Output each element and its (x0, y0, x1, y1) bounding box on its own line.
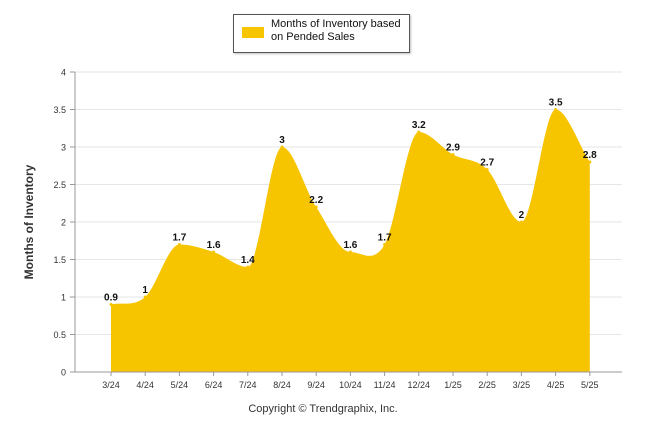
data-point (417, 130, 421, 134)
y-tick-label: 1 (61, 293, 66, 303)
data-label: 1.7 (378, 233, 392, 244)
data-label: 2.8 (583, 150, 597, 161)
data-point (588, 160, 592, 164)
x-tick-label: 6/24 (205, 380, 223, 390)
data-point (314, 205, 318, 209)
y-tick-label: 4 (61, 68, 66, 78)
data-point (519, 220, 523, 224)
data-label: 2.9 (446, 143, 460, 154)
data-point (246, 265, 250, 269)
x-tick-label: 7/24 (239, 380, 257, 390)
data-point (383, 243, 387, 246)
data-point (554, 108, 558, 111)
data-label: 3 (279, 135, 285, 146)
data-point (212, 250, 216, 254)
x-tick-label: 2/25 (478, 380, 496, 390)
data-labels: 0.9 1 1.7 1.6 1.4 3 2.2 1.6 1.7 3.2 2.9 2.7 2 3.5 2.8 (104, 98, 597, 304)
x-tick-label: 9/24 (307, 380, 325, 390)
data-point (109, 303, 113, 306)
data-point (451, 153, 455, 156)
x-tick-label: 4/24 (136, 380, 154, 390)
legend-label: Months of Inventory based on Pended Sale… (271, 18, 401, 43)
data-point (177, 243, 181, 246)
data-label: 3.2 (412, 120, 426, 131)
y-tick-label: 0.5 (53, 330, 66, 340)
area-series (109, 108, 592, 372)
data-point (143, 295, 147, 299)
data-label: 0.9 (104, 293, 118, 304)
x-tick-label: 11/24 (374, 380, 396, 390)
data-point (280, 145, 284, 149)
data-label: 1.6 (343, 240, 357, 251)
y-axis-title: Months of Inventory (22, 164, 36, 280)
y-tick-label: 0 (61, 368, 66, 378)
x-tick-label: 4/25 (547, 380, 565, 390)
x-tick-label: 3/24 (102, 380, 120, 390)
data-label: 1 (142, 285, 148, 296)
area-fill (111, 109, 590, 372)
y-tick-label: 1.5 (53, 255, 66, 265)
data-label: 1.6 (207, 240, 221, 251)
x-tick-label: 5/24 (171, 380, 189, 390)
data-label: 1.4 (241, 255, 255, 266)
data-label: 2.7 (480, 158, 494, 169)
data-label: 2 (519, 210, 525, 221)
x-tick-label: 3/25 (513, 380, 531, 390)
data-label: 3.5 (549, 98, 563, 109)
data-point (485, 168, 489, 171)
axes: 0 0.5 1 1.5 2 2.5 3 3.5 4 3/24 4/24 5/24 6/24 7/24 8/2… (53, 68, 622, 390)
x-tick-label: 5/25 (581, 380, 599, 390)
x-tick-label: 1/25 (444, 380, 462, 390)
y-tick-label: 3.5 (53, 105, 66, 115)
legend-swatch (242, 27, 264, 38)
x-tick-label: 12/24 (408, 380, 431, 390)
legend[interactable]: Months of Inventory based on Pended Sale… (233, 14, 410, 53)
y-tick-label: 2.5 (53, 180, 66, 190)
data-label: 2.2 (309, 195, 323, 206)
y-tick-label: 3 (61, 143, 66, 153)
copyright-text: Copyright © Trendgraphix, Inc. (248, 403, 398, 415)
data-label: 1.7 (172, 233, 186, 244)
y-tick-label: 2 (61, 218, 66, 228)
data-point (348, 250, 352, 254)
x-tick-label: 10/24 (339, 380, 362, 390)
x-tick-label: 8/24 (273, 380, 291, 390)
